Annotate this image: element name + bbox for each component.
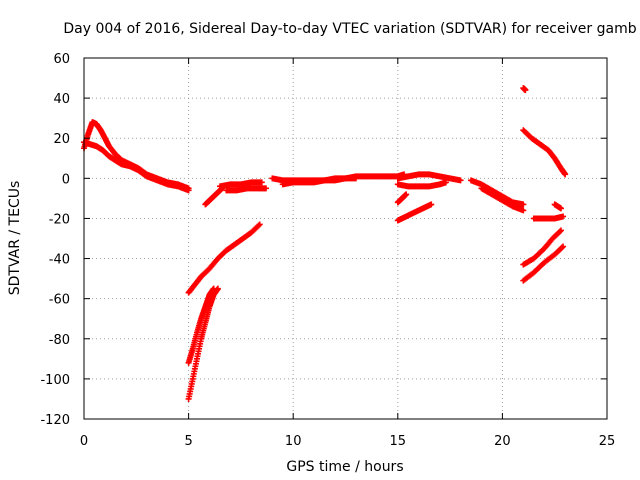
plot-frame [83, 57, 608, 420]
point-marker [258, 179, 265, 186]
point-marker [403, 191, 410, 198]
grid-lines [84, 58, 607, 419]
series-arc-late-spot [520, 85, 529, 94]
series-arc-late-rise-a [520, 227, 564, 268]
point-marker [560, 213, 567, 220]
series-arc-late-rise-b [520, 243, 567, 284]
y-tick-label: 60 [53, 52, 70, 67]
point-marker [556, 228, 563, 235]
y-tick-label: -60 [49, 293, 70, 308]
series-arc-afternoon-short-a [394, 191, 410, 206]
series-arc-deep-drop [185, 285, 221, 402]
y-tick-label: -100 [40, 373, 70, 388]
data-points [81, 85, 569, 402]
point-marker [210, 285, 217, 292]
y-tick-label: -40 [49, 253, 70, 268]
series-arc-flat-b [223, 185, 270, 194]
point-marker [255, 222, 262, 229]
point-marker [560, 243, 567, 250]
x-tick-label: 5 [184, 434, 192, 449]
series-arc-evening-b [478, 185, 527, 214]
y-tick-label: 20 [53, 132, 70, 147]
y-tick-label: -80 [49, 333, 70, 348]
x-tick-label: 15 [390, 434, 407, 449]
x-tick-label: 20 [494, 434, 511, 449]
x-axis-label: GPS time / hours [286, 459, 403, 475]
point-marker [562, 171, 569, 178]
y-axis-label: SDTVAR / TECUs [7, 181, 23, 296]
x-tick-label: 25 [599, 434, 616, 449]
x-tick-label: 0 [80, 434, 88, 449]
chart-title: Day 004 of 2016, Sidereal Day-to-day VTE… [63, 21, 636, 37]
point-marker [352, 175, 359, 182]
series-arc-afternoon-b [394, 171, 464, 184]
series-arc-flat-d [279, 175, 359, 188]
series-arc-afternoon-short-b [394, 201, 435, 224]
series-arc-deep-drop-2 [185, 285, 217, 366]
series-arc-late-descend [520, 127, 569, 178]
axis-ticks: 0 5 10 15 20 25 -120 -100 -80 -60 -40 -20 0 20 40 60 [40, 52, 615, 449]
point-marker [520, 201, 527, 208]
y-tick-label: 40 [53, 92, 70, 107]
series-arc-flat-a [216, 179, 265, 190]
y-tick-label: -120 [40, 413, 70, 428]
point-marker [557, 205, 564, 212]
point-marker [520, 207, 527, 214]
point-marker [428, 201, 435, 208]
point-marker [256, 221, 263, 228]
point-marker [457, 177, 464, 184]
series-arc-morning-upper [81, 119, 192, 192]
point-marker [557, 227, 564, 234]
series-arc-evening-a [468, 177, 527, 208]
point-marker [522, 87, 529, 94]
x-tick-label: 10 [285, 434, 302, 449]
series-arc-late-flat [530, 213, 567, 222]
point-marker [559, 244, 566, 251]
point-marker [185, 187, 192, 194]
series-arc-rise [185, 221, 263, 296]
series-arc-late-short [551, 201, 564, 212]
y-tick-label: 0 [62, 172, 70, 187]
y-tick-label: -20 [49, 212, 70, 227]
point-marker [263, 185, 270, 192]
series-arc-afternoon-a [394, 179, 449, 190]
